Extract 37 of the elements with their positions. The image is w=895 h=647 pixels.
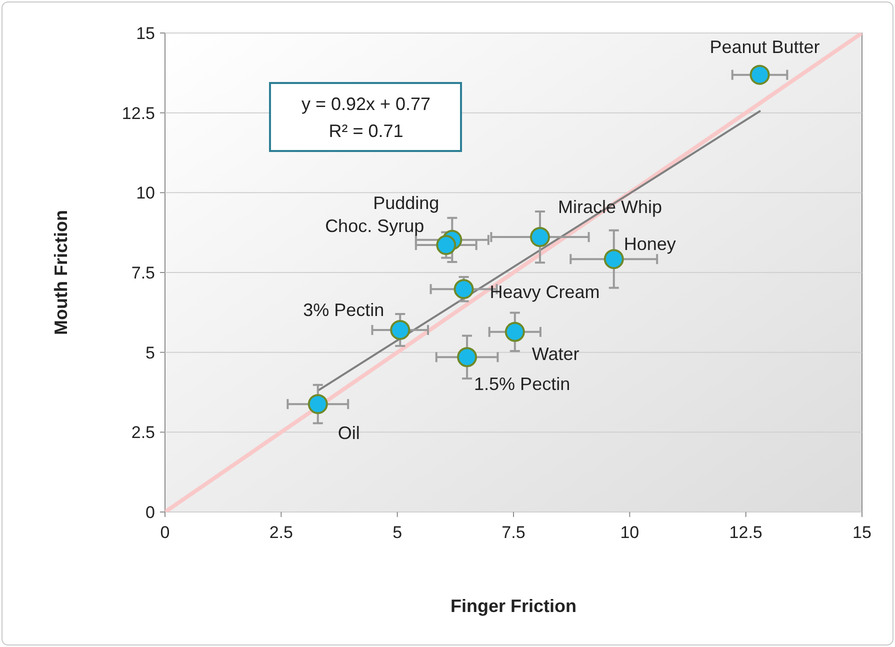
annotation: Heavy Cream [490, 282, 600, 302]
x-tick-label: 12.5 [729, 523, 762, 542]
y-tick-label: 2.5 [131, 423, 155, 442]
annotation: y = 0.92x + 0.77 [301, 94, 431, 114]
y-tick-label: 10 [136, 184, 155, 203]
point [390, 320, 410, 340]
annotation: Choc. Syrup [325, 216, 424, 236]
annotation: Honey [624, 234, 676, 254]
annotation: Pudding [373, 192, 440, 213]
x-tick-label: 2.5 [269, 523, 293, 542]
x-tick-label: 0 [160, 523, 170, 542]
annotation: Water [532, 344, 580, 364]
annotation: R² = 0.71 [328, 121, 404, 141]
x-tick-label: 10 [620, 523, 640, 542]
x-tick-label: 5 [392, 523, 402, 542]
y-tick-label: 7.5 [131, 264, 155, 282]
point [504, 322, 525, 342]
y-tick-label: 0 [146, 503, 155, 522]
annotation: Peanut Butter [710, 36, 820, 57]
point [750, 64, 770, 85]
x-axis-title: Finger Friction [450, 596, 576, 616]
point [454, 279, 474, 300]
annotation: 1.5% Pectin [474, 374, 570, 394]
point [530, 227, 550, 248]
y-axis-title: Mouth Friction [51, 210, 71, 335]
point [308, 394, 328, 414]
y-tick-label: 15 [136, 24, 155, 43]
y-tick-label: 12.5 [122, 104, 155, 123]
x-tick-label: 7.5 [502, 523, 526, 542]
point [457, 347, 478, 368]
point [436, 235, 456, 256]
annotation: 3% Pectin [303, 300, 384, 320]
annotation: Miracle Whip [558, 197, 662, 218]
annotation: Oil [338, 423, 360, 444]
point [604, 249, 624, 270]
x-tick-label: 15 [852, 523, 872, 542]
y-tick-label: 5 [146, 343, 155, 362]
